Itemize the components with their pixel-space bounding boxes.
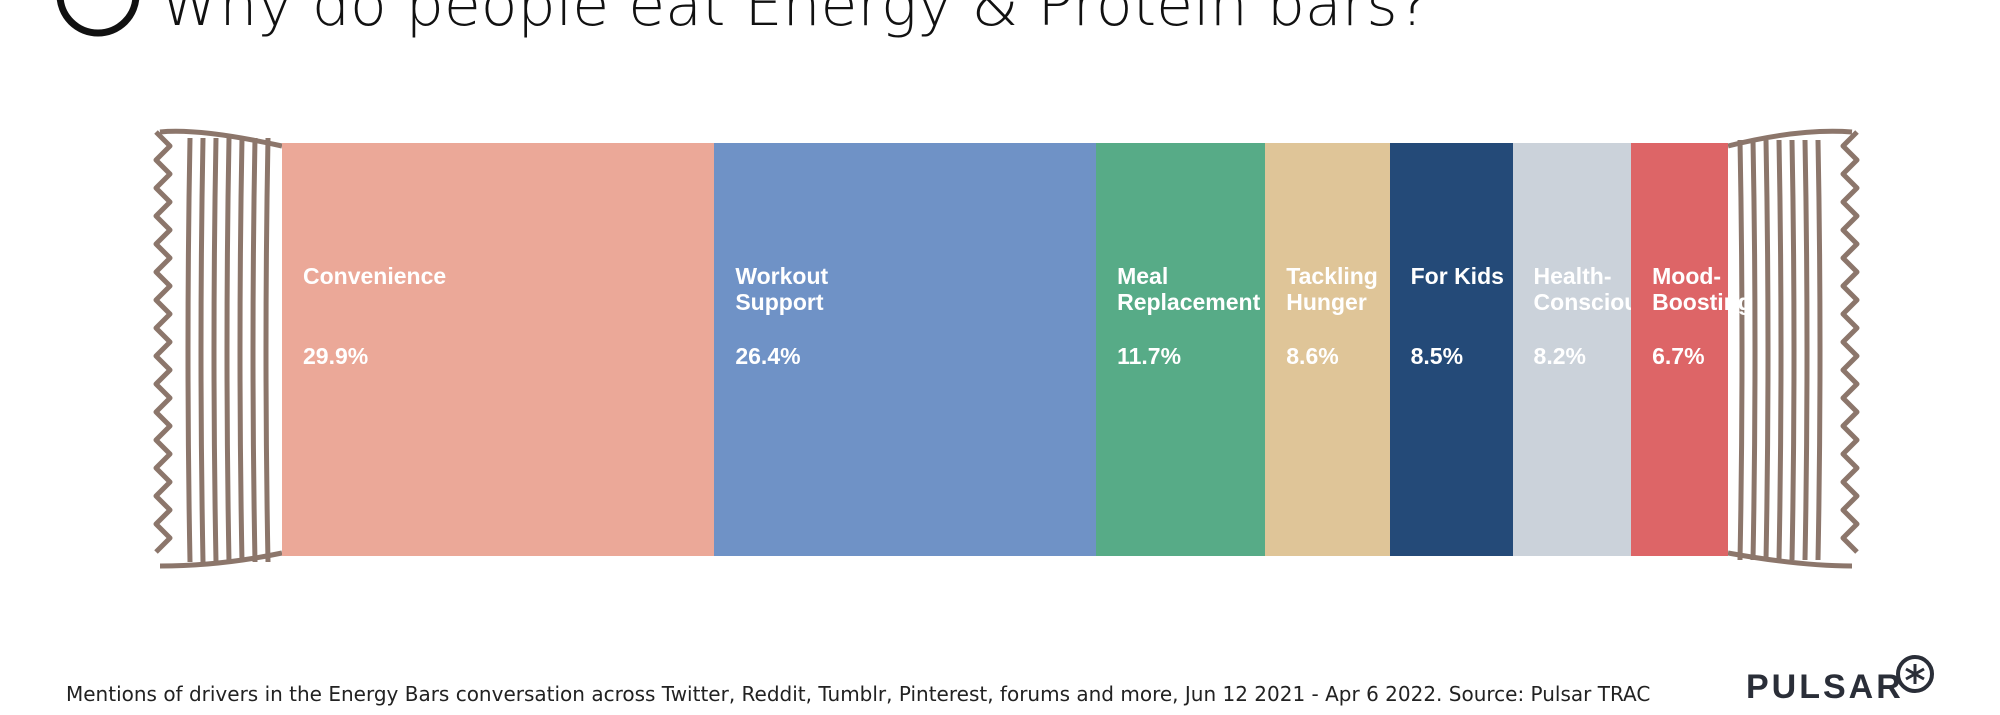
bar-segment: Health-Conscious 8.2% (1512, 143, 1652, 556)
wrapper-line (211, 137, 219, 563)
wrapper-line (198, 137, 206, 563)
wrapper-line (1789, 139, 1797, 561)
value-label: 29.9% (303, 343, 369, 369)
wrapper-edge (1840, 130, 1860, 554)
wrapper-ends (153, 128, 1860, 569)
bar-segment: Convenience 29.9% (282, 143, 715, 556)
wrapper-edge (159, 128, 1853, 569)
logo-icon (1896, 655, 1934, 693)
category-label: Meal Replacement (1117, 263, 1261, 315)
wrapper-line (1802, 139, 1810, 561)
wrapper-edge (153, 130, 173, 554)
wrapper-line (1815, 139, 1823, 561)
value-label: 26.4% (735, 343, 801, 369)
bar: Convenience 29.9% Workout Support 26.4% Meal… (282, 143, 1752, 556)
wrapper-line (263, 137, 271, 563)
category-label: Convenience (303, 263, 447, 289)
logo-icon (1905, 664, 1925, 684)
value-label: 11.7% (1117, 343, 1182, 369)
value-label: 8.5% (1410, 343, 1464, 369)
category-label: For Kids (1410, 263, 1504, 289)
value-label: 6.7% (1652, 343, 1705, 369)
wrapper-line (1750, 139, 1758, 561)
category-label: Workout Support (735, 263, 829, 315)
category-label: Mood-Boosting (1652, 263, 1752, 315)
value-label: 8.6% (1286, 343, 1339, 369)
value-label: 8.2% (1533, 343, 1586, 369)
wrapper-line (185, 137, 193, 563)
bar-segment: Meal Replacement 11.7% (1096, 143, 1266, 556)
wrapper-line (237, 137, 245, 563)
wrapper-line (250, 137, 258, 563)
bar-segment: For Kids 8.5% (1389, 143, 1513, 556)
bar-segment: Mood-Boosting 6.7% (1631, 143, 1752, 556)
footnote: Mentions of drivers in the Energy Bars c… (66, 682, 1651, 706)
wrapper-line (1737, 139, 1745, 561)
wrapper-line (1763, 139, 1771, 561)
bar-segment: Workout Support 26.4% (714, 143, 1097, 556)
wrapper-line (1776, 139, 1784, 561)
wrapper-line (224, 137, 232, 563)
logo: PULSAR (1746, 668, 1904, 706)
bar-segment: Tackling Hunger 8.6% (1265, 143, 1390, 556)
title-icon (56, 0, 140, 37)
category-label: Health-Conscious (1533, 263, 1652, 315)
chart-title: Why do people eat Energy & Protein bars? (160, 0, 1430, 40)
category-label: Tackling Hunger (1286, 263, 1378, 315)
